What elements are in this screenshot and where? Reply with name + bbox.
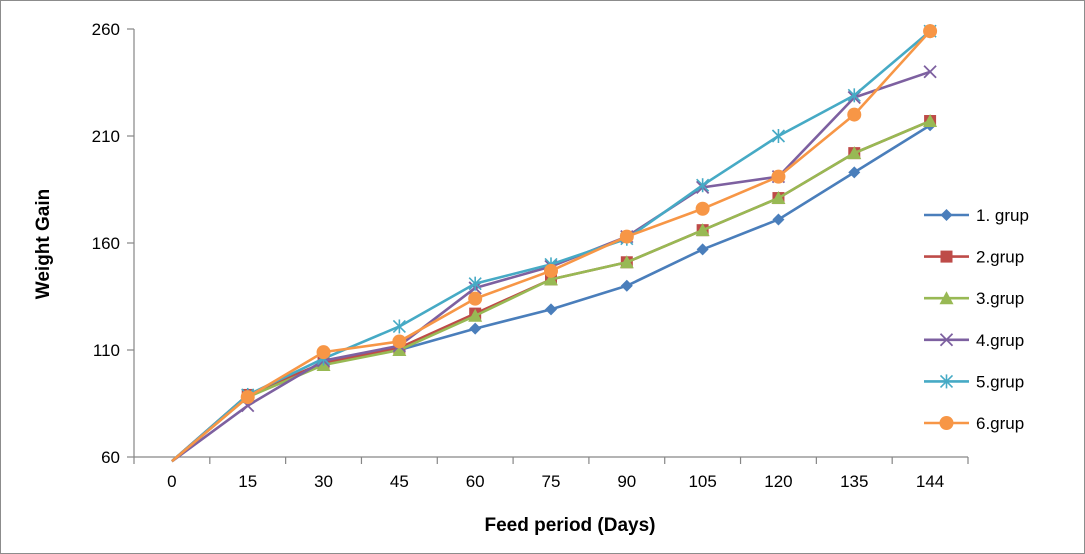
data-point	[469, 322, 482, 335]
data-point	[847, 107, 862, 122]
x-tick-label: 0	[167, 472, 176, 491]
y-axis-ticks: 60 110 160 210 260	[92, 20, 134, 467]
data-point	[545, 303, 557, 316]
y-axis-title: Weight Gain	[33, 189, 54, 299]
legend-label: 2.grup	[976, 248, 1024, 267]
series-2	[171, 115, 937, 463]
legend-label: 5.grup	[976, 372, 1024, 391]
data-point	[392, 319, 406, 334]
data-point	[392, 334, 407, 349]
x-tick-label: 90	[617, 472, 636, 491]
legend-entry: 2.grup	[924, 248, 1024, 267]
data-point	[923, 24, 938, 39]
y-tick-label: 260	[92, 20, 120, 39]
data-point	[847, 146, 862, 160]
y-tick-label: 210	[92, 127, 120, 146]
legend-entry: 4.grup	[924, 331, 1024, 350]
data-point	[619, 255, 634, 269]
data-point	[771, 191, 786, 205]
y-tick-label: 110	[93, 341, 120, 360]
series-line	[171, 30, 932, 463]
legend-marker	[939, 374, 954, 389]
data-point	[923, 114, 938, 128]
legend-marker	[940, 209, 953, 221]
legend-entry: 1. grup	[924, 206, 1029, 225]
data-point	[619, 229, 634, 244]
x-tick-label: 120	[764, 472, 792, 491]
legend: 1. grup 2.grup 3.grup 4.grup 5.grup 6.grup	[924, 206, 1029, 433]
series-line	[171, 119, 931, 463]
x-tick-label: 30	[314, 472, 333, 491]
y-tick-label: 60	[101, 448, 120, 467]
data-point	[772, 213, 785, 226]
x-marker-stroke	[923, 65, 937, 79]
data-point	[771, 129, 786, 143]
x-axis-title: Feed period (Days)	[484, 515, 655, 536]
x-tick-label: 45	[390, 472, 409, 491]
legend-label: 4.grup	[976, 331, 1024, 350]
data-point	[847, 88, 861, 103]
data-point	[695, 223, 710, 237]
x-marker-stroke	[939, 333, 954, 347]
legend-entry: 3.grup	[924, 289, 1024, 308]
data-series	[171, 24, 938, 463]
series-line	[171, 119, 931, 463]
data-point	[696, 243, 709, 256]
data-point	[468, 308, 483, 322]
data-point	[923, 65, 937, 79]
data-point	[848, 166, 861, 179]
x-tick-label: 75	[542, 472, 561, 491]
data-point	[468, 291, 483, 306]
data-point	[544, 263, 558, 278]
legend-marker	[940, 250, 953, 263]
y-tick-label: 160	[92, 234, 120, 253]
legend-entry: 5.grup	[924, 372, 1024, 391]
x-tick-label: 105	[688, 472, 716, 491]
x-tick-label: 15	[238, 472, 257, 491]
data-point	[771, 169, 786, 184]
legend-label: 1. grup	[976, 206, 1029, 225]
x-tick-label: 60	[466, 472, 485, 491]
x-tick-label: 135	[840, 472, 868, 491]
legend-marker	[939, 333, 954, 347]
x-axis-ticks: 0 15 30 45 60 75 90 105 120 135 144	[133, 457, 969, 491]
legend-marker	[939, 291, 954, 305]
data-point	[544, 272, 558, 286]
x-tick-label: 144	[916, 472, 944, 491]
series-3	[171, 114, 938, 463]
data-point	[468, 276, 482, 291]
data-point	[696, 178, 710, 193]
legend-entry: 6.grup	[924, 414, 1024, 433]
series-5	[171, 24, 937, 463]
series-line	[171, 30, 931, 463]
legend-label: 3.grup	[976, 289, 1024, 308]
data-point	[316, 345, 331, 360]
series-1	[171, 119, 937, 463]
series-6	[171, 24, 938, 463]
legend-label: 6.grup	[976, 414, 1024, 433]
data-point	[695, 201, 710, 216]
data-point	[392, 343, 407, 356]
data-point	[620, 279, 633, 292]
data-point	[240, 390, 255, 405]
legend-marker	[939, 416, 954, 430]
